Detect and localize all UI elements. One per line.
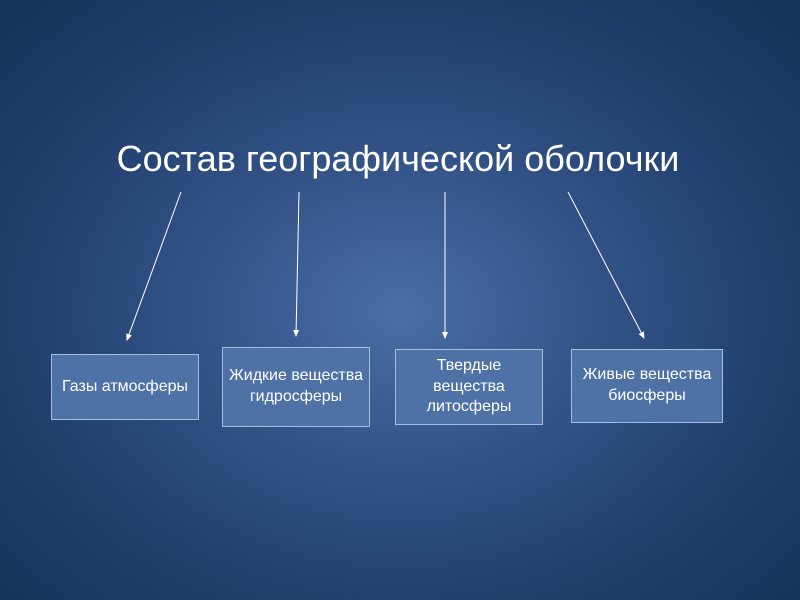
- node-atmosphere: Газы атмосферы: [51, 354, 199, 420]
- node-label: Живые вещества биосферы: [578, 365, 716, 407]
- node-hydrosphere: Жидкие вещества гидросферы: [222, 347, 370, 427]
- edge-4: [568, 192, 644, 338]
- node-label: Газы атмосферы: [62, 377, 188, 398]
- node-label: Жидкие вещества гидросферы: [229, 366, 363, 408]
- diagram-title: Состав географической оболочки: [68, 138, 728, 180]
- node-label: Твердые вещества литосферы: [402, 356, 536, 418]
- edge-1: [127, 192, 181, 340]
- connector-arrows: [0, 0, 800, 600]
- node-biosphere: Живые вещества биосферы: [571, 349, 723, 423]
- edge-2: [296, 192, 299, 336]
- node-lithosphere: Твердые вещества литосферы: [395, 349, 543, 425]
